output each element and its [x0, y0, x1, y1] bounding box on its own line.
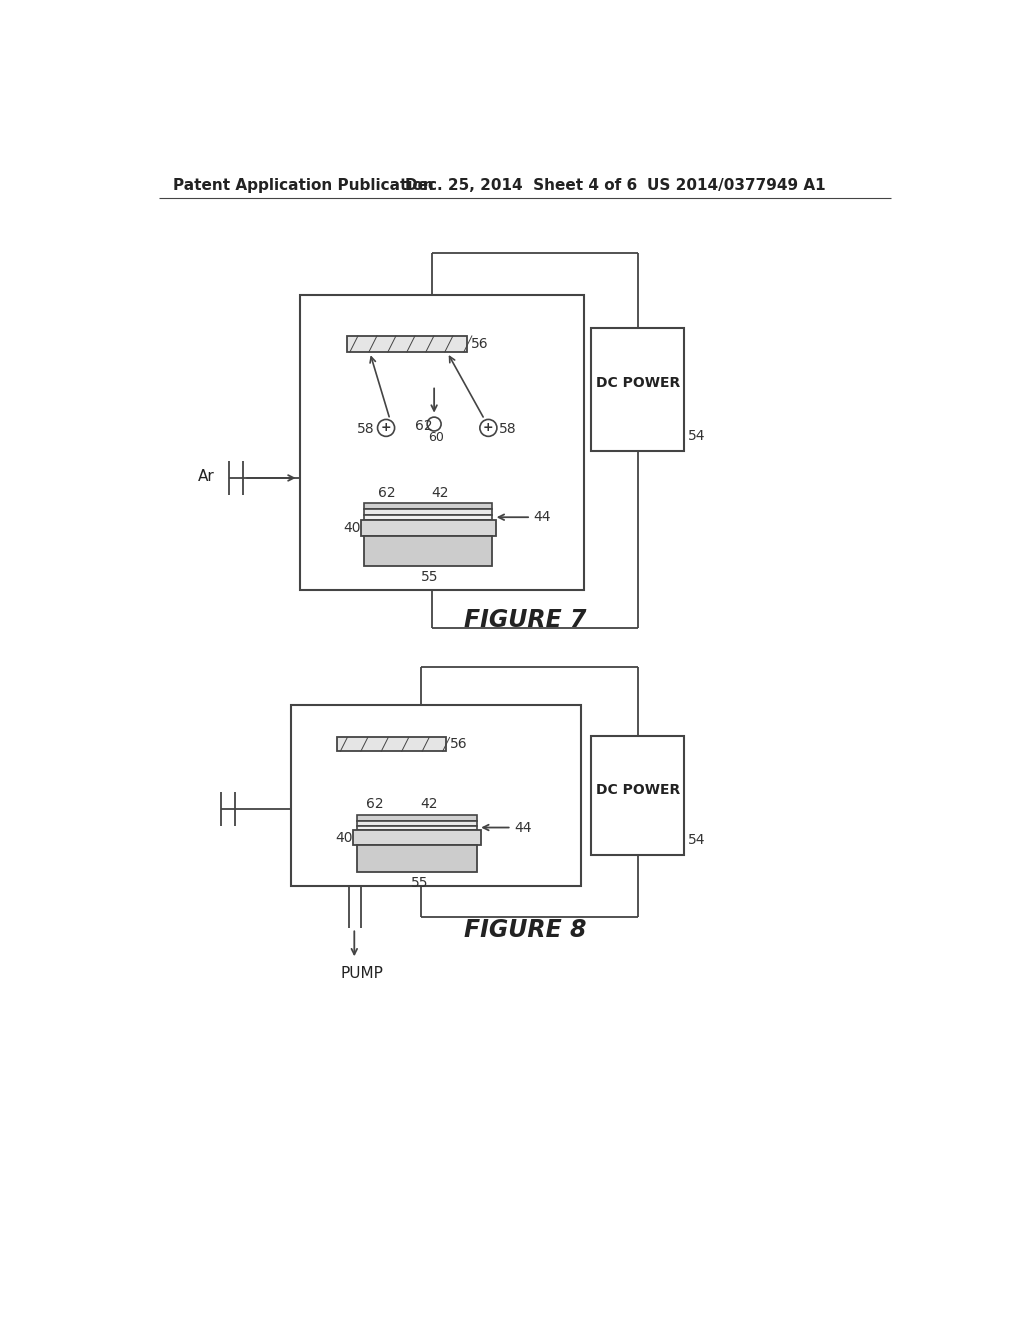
Bar — [592, 327, 684, 451]
Text: 58: 58 — [500, 422, 517, 437]
Text: DC POWER: DC POWER — [596, 783, 680, 797]
Text: 62: 62 — [378, 486, 395, 500]
Text: 55: 55 — [421, 569, 438, 583]
Text: DC POWER: DC POWER — [596, 376, 680, 391]
Bar — [365, 536, 493, 566]
Text: Patent Application Publication: Patent Application Publication — [173, 178, 434, 193]
Text: 55: 55 — [411, 876, 428, 890]
Text: 58: 58 — [356, 422, 374, 437]
Bar — [365, 515, 493, 520]
Text: 44: 44 — [514, 821, 531, 834]
Bar — [592, 737, 684, 855]
Bar — [291, 705, 582, 886]
Text: 42: 42 — [432, 486, 450, 500]
Text: 62: 62 — [366, 797, 384, 812]
Text: 44: 44 — [534, 511, 551, 524]
Bar — [300, 296, 585, 590]
Bar — [356, 816, 477, 821]
Text: Ar: Ar — [198, 469, 214, 484]
Text: Dec. 25, 2014  Sheet 4 of 6: Dec. 25, 2014 Sheet 4 of 6 — [406, 178, 638, 193]
Text: 60: 60 — [428, 430, 443, 444]
Text: +: + — [381, 421, 391, 434]
Text: FIGURE 8: FIGURE 8 — [464, 917, 586, 942]
Text: 40: 40 — [336, 830, 353, 845]
Text: US 2014/0377949 A1: US 2014/0377949 A1 — [647, 178, 826, 193]
Bar — [360, 520, 496, 536]
Bar — [337, 738, 445, 751]
Bar — [365, 508, 493, 515]
Text: 56: 56 — [450, 738, 467, 751]
Text: 62: 62 — [415, 418, 432, 433]
Text: 54: 54 — [687, 429, 706, 442]
Text: 54: 54 — [687, 833, 706, 847]
Text: FIGURE 7: FIGURE 7 — [464, 609, 586, 632]
Text: +: + — [483, 421, 494, 434]
Text: 42: 42 — [420, 797, 437, 812]
Bar — [356, 845, 477, 873]
Bar — [356, 826, 477, 830]
Bar — [365, 503, 493, 508]
Text: PUMP: PUMP — [340, 965, 383, 981]
Bar — [356, 821, 477, 826]
Text: 40: 40 — [343, 521, 360, 535]
Bar — [346, 335, 467, 352]
Bar — [352, 830, 480, 845]
Text: 56: 56 — [471, 337, 488, 351]
